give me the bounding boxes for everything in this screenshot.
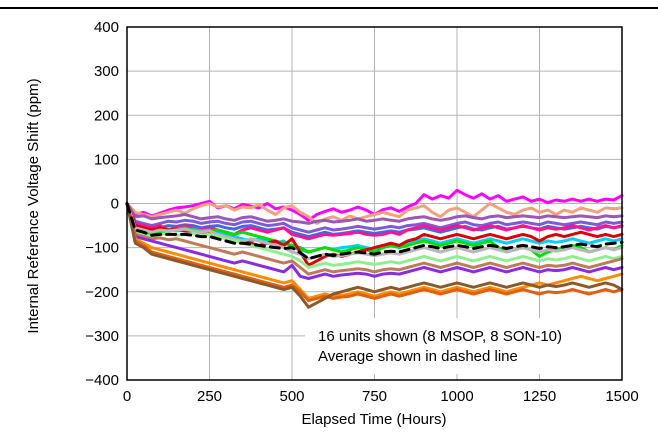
y-tick-label: 100: [94, 151, 119, 168]
average-series-line: [125, 202, 624, 261]
series-line: [125, 202, 624, 276]
y-tick-label: −400: [85, 372, 119, 389]
x-tick-label: 1250: [523, 388, 556, 405]
y-tick-label: −100: [85, 240, 119, 257]
y-tick-label: −300: [85, 328, 119, 345]
series-line: [125, 202, 624, 269]
x-tick-label: 750: [362, 388, 387, 405]
series-line: [125, 202, 624, 300]
annotation-line-1: 16 units shown (8 MSOP, 8 SON-10): [318, 328, 562, 345]
y-tick-label: 0: [111, 196, 119, 213]
x-tick-label: 0: [123, 388, 131, 405]
x-axis-label: Elapsed Time (Hours): [301, 411, 446, 428]
tick-labels: 0 250 500 750 1000 1250 1500 −400 −300 −200 −100 0 1…: [85, 19, 638, 405]
y-axis-label: Internal Reference Voltage Shift (ppm): [25, 78, 42, 333]
series-line: [125, 202, 624, 234]
series-line: [125, 202, 624, 303]
x-tick-label: 500: [279, 388, 304, 405]
y-tick-label: 300: [94, 63, 119, 80]
x-tick-label: 250: [197, 388, 222, 405]
x-tick-label: 1000: [440, 388, 473, 405]
x-tick-label: 1500: [605, 388, 638, 405]
annotation-line-2: Average shown in dashed line: [318, 348, 518, 365]
plot-frame: [126, 26, 623, 381]
series-line: [125, 202, 624, 241]
series-layer: [125, 188, 624, 309]
series-line: [125, 202, 624, 280]
annotation-box: [305, 318, 625, 374]
y-tick-label: 200: [94, 107, 119, 124]
series-line: [125, 202, 624, 225]
y-tick-label: 400: [94, 19, 119, 36]
series-line: [125, 202, 624, 309]
y-tick-label: −200: [85, 284, 119, 301]
series-line: [125, 202, 624, 225]
